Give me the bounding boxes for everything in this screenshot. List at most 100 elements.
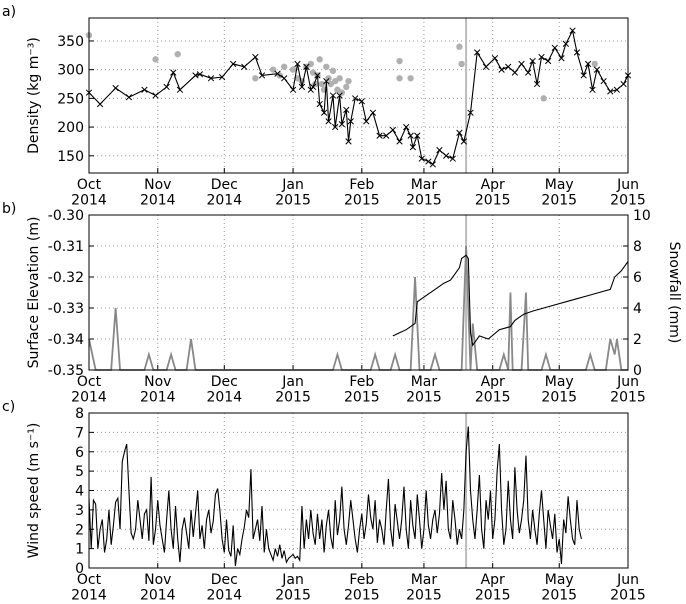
data-marker	[449, 155, 456, 162]
x-tick-label: Mar 2015	[406, 177, 442, 208]
data-marker	[613, 86, 621, 93]
data-marker	[456, 129, 463, 136]
data-marker	[336, 92, 343, 99]
data-marker	[309, 83, 317, 91]
data-marker	[467, 109, 474, 116]
x-tick-label: Mar 2015	[406, 572, 442, 603]
y-tick-label: 2	[75, 522, 84, 538]
y-tick-label: 1	[75, 542, 84, 558]
data-marker	[314, 72, 321, 79]
plot-frame	[88, 17, 629, 174]
data-point	[396, 75, 403, 82]
y-tick-label: 300	[57, 63, 84, 79]
data-marker	[303, 63, 310, 70]
x-tick-label: Apr 2015	[475, 374, 511, 405]
data-marker	[320, 109, 328, 116]
x-tick-label: May 2015	[541, 374, 577, 405]
y-tick-label: 0	[75, 561, 84, 577]
data-marker	[294, 60, 301, 68]
data-marker	[170, 69, 177, 76]
data-marker	[241, 63, 248, 70]
data-marker	[518, 60, 525, 68]
data-point	[456, 43, 463, 50]
data-marker	[538, 53, 545, 61]
data-point	[316, 56, 323, 63]
data-point	[329, 67, 337, 75]
data-marker	[230, 60, 237, 68]
y-tick-label: -0.33	[48, 301, 84, 317]
data-line	[88, 426, 582, 567]
x-tick-label: May 2015	[541, 177, 577, 208]
data-marker	[274, 70, 281, 77]
data-line	[392, 254, 629, 347]
x-tick-label: Oct 2014	[71, 374, 107, 405]
data-point	[458, 60, 465, 68]
y-tick-label: 8	[75, 406, 84, 422]
data-marker	[152, 92, 159, 99]
data-point	[343, 83, 350, 91]
data-marker	[329, 92, 337, 99]
x-tick-label: Oct 2014	[71, 572, 107, 603]
y-tick-label: 4	[75, 484, 84, 500]
data-point	[318, 80, 326, 88]
y-axis-label: Density (kg m⁻³)	[26, 37, 42, 154]
data-marker	[345, 138, 352, 145]
x-tick-label: Feb 2015	[344, 572, 380, 603]
data-point	[591, 60, 598, 68]
data-marker	[298, 83, 306, 91]
data-marker	[460, 138, 468, 145]
data-marker	[338, 121, 346, 128]
data-marker	[343, 106, 350, 114]
data-marker	[474, 49, 481, 56]
data-marker	[407, 132, 414, 139]
y-tick-label: 150	[57, 149, 84, 165]
y-tick-label: 3	[75, 503, 84, 519]
data-point	[289, 66, 297, 73]
data-marker	[620, 80, 627, 88]
data-marker	[414, 132, 421, 139]
x-tick-label: Dec 2014	[206, 572, 242, 603]
data-marker	[196, 71, 204, 78]
data-marker	[482, 63, 490, 70]
plot-frame	[88, 412, 629, 569]
y-tick-label: 7	[75, 425, 84, 441]
data-marker	[418, 155, 425, 162]
data-marker	[369, 109, 377, 116]
data-marker	[425, 158, 432, 165]
data-marker	[580, 72, 587, 79]
y-axis-label: Surface Elevation (m)	[26, 217, 42, 369]
data-marker	[436, 146, 443, 154]
data-marker	[323, 77, 330, 85]
y2-tick-label: 6	[633, 270, 642, 286]
x-tick-label: Apr 2015	[475, 572, 511, 603]
y-tick-label: -0.31	[48, 239, 84, 255]
data-marker	[403, 123, 410, 131]
data-marker	[96, 100, 104, 108]
y2-axis-label: Snowfall (mm)	[666, 242, 682, 344]
data-marker	[141, 86, 148, 93]
data-point	[345, 77, 352, 85]
x-tick-label: Apr 2015	[475, 177, 511, 208]
data-line	[88, 28, 629, 166]
y-tick-label: -0.35	[48, 363, 84, 379]
x-tick-label: Mar 2015	[406, 374, 442, 405]
data-marker	[533, 80, 541, 88]
x-tick-label: Jan 2015	[275, 572, 311, 603]
data-marker	[207, 75, 215, 82]
y-tick-label: 200	[57, 120, 84, 136]
x-tick-label: Jun 2015	[610, 572, 646, 603]
data-marker	[176, 86, 184, 93]
data-marker	[376, 132, 383, 139]
y2-tick-label: 4	[633, 301, 642, 317]
y-tick-label: -0.30	[48, 208, 84, 224]
panel: Oct 2014 Nov 2014 Dec 2014 Jan 2015 Feb 2015 Mar 20…	[2, 201, 682, 405]
data-point	[407, 75, 414, 82]
panel: Oct 2014 Nov 2014 Dec 2014 Jan 2015 Feb 2015 Mar 20…	[2, 399, 646, 603]
y-tick-label: 5	[75, 464, 84, 480]
y2-tick-label: 0	[633, 363, 642, 379]
data-marker	[252, 53, 259, 61]
x-tick-label: Oct 2014	[71, 177, 107, 208]
data-marker	[281, 75, 288, 82]
data-marker	[112, 84, 119, 92]
